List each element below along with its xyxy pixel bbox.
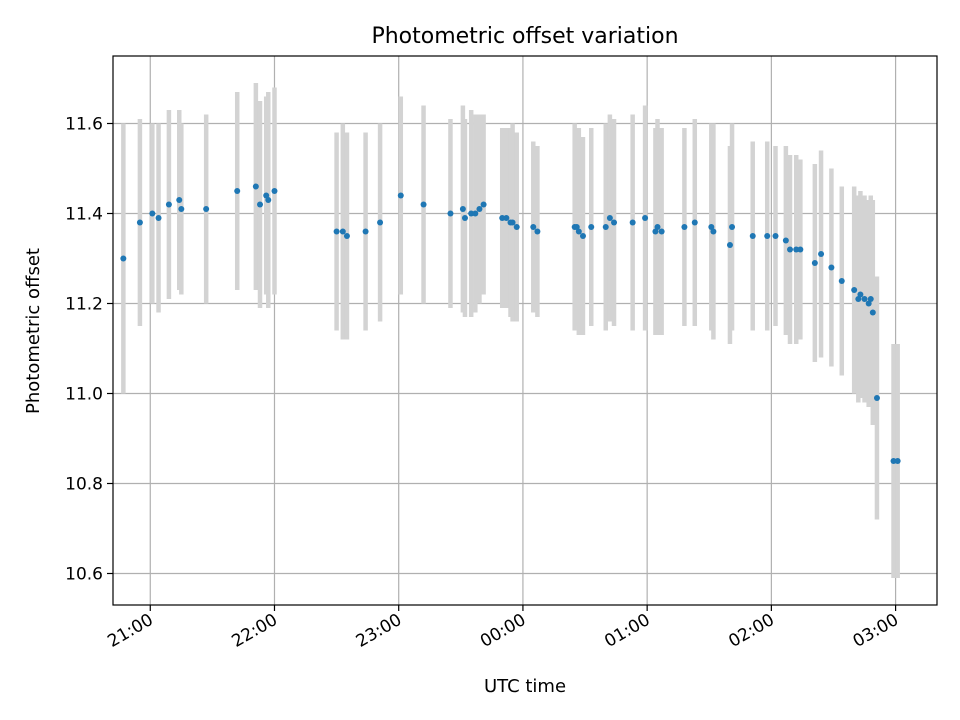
data-point [339,228,346,235]
data-point [749,233,756,239]
data-point [865,300,872,307]
data-point [797,246,804,253]
y-tick-label: 11.4 [65,205,103,225]
y-tick-label: 10.8 [65,475,103,495]
data-point [811,260,818,266]
data-point [120,255,127,262]
data-point [857,291,864,298]
plot-frame [112,55,938,606]
data-point [420,201,427,208]
chart-title: Photometric offset variation [371,24,678,49]
y-axis: 10.6 10.8 11.0 11.2 11.4 11.6 [65,115,113,585]
x-axis-label: UTC time [484,676,566,697]
data-point [890,458,897,464]
data-point [271,188,278,194]
data-point [461,215,468,221]
data-point [629,219,636,226]
data-point [509,219,516,226]
data-point [343,233,350,239]
data-point [263,192,270,199]
y-tick-label: 11.0 [65,385,103,405]
data-point [861,296,868,302]
data-point [894,458,901,464]
data-point [611,219,618,226]
data-point [575,228,582,235]
data-point [468,210,475,217]
data-point [793,246,800,253]
data-point [867,296,874,302]
data-point [828,264,835,271]
data-point [851,287,858,293]
data-point [362,228,369,235]
data-points [120,183,901,464]
y-axis-label: Photometric offset [23,248,44,414]
data-point [503,215,510,221]
data-point [606,215,613,221]
data-point [710,228,717,235]
y-tick-label: 11.6 [65,115,103,135]
data-point [729,224,736,230]
y-tick-label: 10.6 [65,565,103,585]
data-point [838,278,845,284]
data-point [787,246,794,253]
data-point [252,183,259,190]
data-point [397,192,404,199]
data-point [658,228,665,235]
data-point [459,206,466,212]
data-point [782,237,789,244]
data-point [654,224,661,230]
data-point [772,233,779,239]
data-point [691,219,698,226]
data-point [480,201,487,208]
data-point [472,210,479,217]
data-point [178,206,185,212]
data-point [642,215,649,221]
data-point [499,215,506,221]
data-point [513,224,520,230]
data-point [681,224,688,230]
data-point [155,215,162,221]
data-point [579,233,586,239]
data-point [476,206,483,212]
data-point [602,224,609,230]
data-point [136,219,143,226]
data-point [256,201,263,208]
data-point [708,224,715,230]
data-point [176,197,183,203]
data-point [265,197,272,203]
data-point [149,210,156,217]
data-point [764,233,771,239]
data-point [588,224,595,230]
data-point [855,296,862,302]
data-point [573,224,580,230]
data-point [534,228,541,235]
data-point [873,395,880,401]
data-point [652,228,659,235]
y-tick-label: 11.2 [65,295,103,315]
data-point [818,251,825,257]
data-point [447,210,454,217]
data-point [165,201,172,208]
data-point [234,188,241,194]
data-point [530,224,537,230]
data-point [869,309,876,316]
data-point [377,219,384,226]
data-point [726,242,733,248]
data-point [333,228,340,235]
data-point [203,206,210,212]
